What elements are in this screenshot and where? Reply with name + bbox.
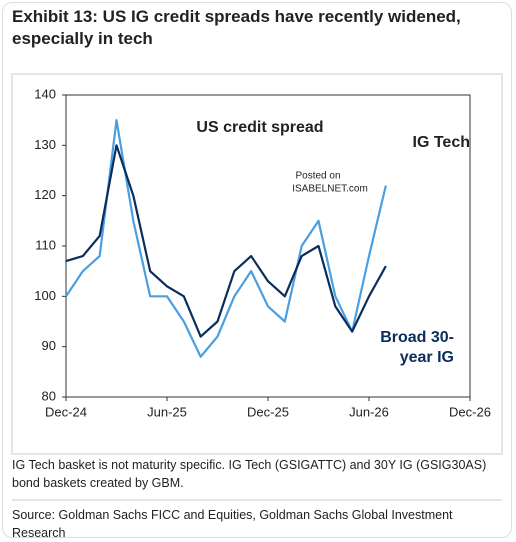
y-tick-label: 100	[34, 288, 56, 303]
y-tick-label: 120	[34, 187, 56, 202]
series-label: IG Tech	[413, 134, 471, 151]
y-tick-label: 140	[34, 86, 56, 101]
y-tick-label: 90	[42, 338, 56, 353]
chart-subtitle: US credit spread	[196, 119, 323, 136]
x-tick-label: Jun-26	[349, 404, 389, 419]
series-line	[65, 144, 387, 338]
x-tick-label: Dec-25	[247, 404, 289, 419]
series-label: Broad 30-year IG	[380, 329, 454, 366]
y-tick-label: 130	[34, 137, 56, 152]
watermark: Posted on	[295, 171, 340, 182]
y-tick-label: 80	[42, 388, 56, 403]
card	[2, 2, 512, 538]
chart-frame	[11, 73, 503, 455]
x-tick-label: Dec-26	[449, 404, 491, 419]
footnote: IG Tech basket is not maturity specific.…	[12, 458, 487, 490]
source: Source: Goldman Sachs FICC and Equities,…	[12, 508, 453, 540]
chart-title: Exhibit 13: US IG credit spreads have re…	[12, 7, 461, 48]
x-tick-label: Jun-25	[147, 404, 187, 419]
x-tick-label: Dec-24	[45, 404, 87, 419]
series-line	[65, 119, 387, 358]
y-tick-label: 110	[35, 237, 56, 252]
watermark: ISABELNET.com	[292, 184, 368, 195]
